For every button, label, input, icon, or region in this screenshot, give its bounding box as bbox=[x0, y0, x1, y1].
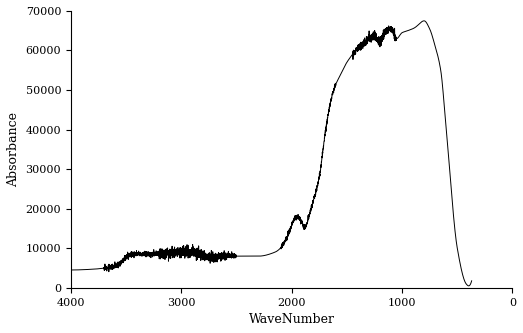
Y-axis label: Absorbance: Absorbance bbox=[7, 112, 20, 187]
X-axis label: WaveNumber: WaveNumber bbox=[248, 313, 335, 326]
